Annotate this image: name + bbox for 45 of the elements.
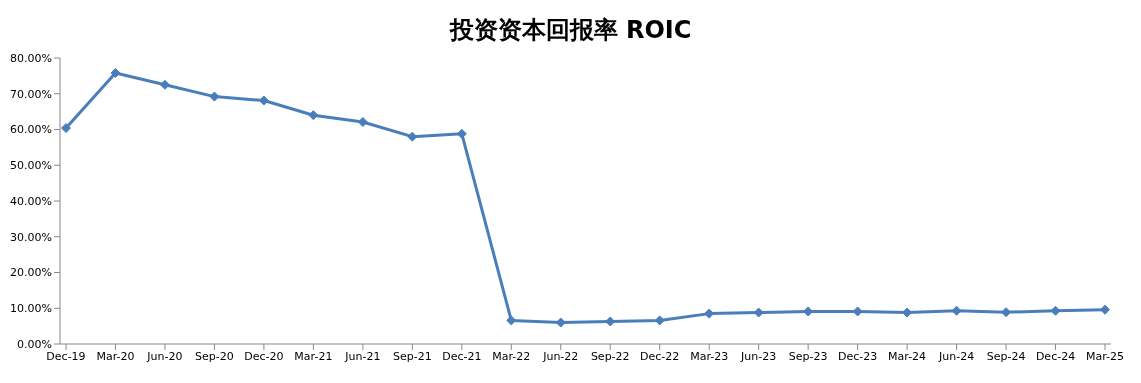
x-tick-label: Jun-24 bbox=[937, 349, 975, 363]
y-tick-label: 0.00% bbox=[17, 337, 52, 351]
x-tick-label: Jun-21 bbox=[344, 349, 381, 363]
point bbox=[61, 123, 71, 134]
x-tick-label: Dec-24 bbox=[1035, 349, 1076, 363]
y-tick-label: 40.00% bbox=[10, 194, 52, 208]
x-tick-label: Mar-25 bbox=[1085, 349, 1125, 363]
point bbox=[159, 79, 170, 90]
x-tick-label: Sep-21 bbox=[392, 349, 432, 363]
x-tick-label: Jun-23 bbox=[740, 349, 777, 363]
x-tick-label: Mar-22 bbox=[492, 349, 531, 363]
point bbox=[110, 68, 121, 79]
y-tick-label: 20.00% bbox=[10, 266, 52, 280]
point bbox=[258, 95, 269, 106]
point bbox=[951, 305, 962, 316]
x-tick-label: Sep-23 bbox=[788, 349, 828, 363]
x-tick-label: Sep-24 bbox=[986, 349, 1026, 363]
x-tick-label: Mar-23 bbox=[690, 349, 729, 363]
y-tick-label: 30.00% bbox=[10, 230, 52, 244]
point bbox=[1100, 304, 1110, 315]
x-tick-label: Mar-24 bbox=[888, 349, 927, 363]
x-tick-label: Dec-22 bbox=[640, 349, 680, 363]
point bbox=[1050, 305, 1061, 316]
point bbox=[209, 91, 220, 102]
chart-title: 投资资本回报率 ROIC bbox=[448, 15, 693, 46]
point bbox=[654, 315, 665, 326]
x-tick-label: Sep-20 bbox=[195, 349, 234, 363]
y-tick-label: 50.00% bbox=[10, 159, 52, 173]
point bbox=[308, 110, 319, 121]
x-tick-label: Mar-21 bbox=[294, 349, 333, 363]
x-tick-label: Mar-20 bbox=[96, 349, 135, 363]
y-tick-label: 80.00% bbox=[10, 51, 52, 65]
x-tick-label: Jun-22 bbox=[542, 349, 579, 363]
x-tick-label: Dec-19 bbox=[46, 349, 86, 363]
point bbox=[506, 315, 517, 326]
y-tick-label: 10.00% bbox=[10, 302, 52, 316]
x-tick-label: Dec-21 bbox=[442, 349, 482, 363]
point bbox=[357, 116, 368, 127]
x-tick-label: Jun-20 bbox=[146, 349, 183, 363]
x-tick-label: Dec-23 bbox=[837, 349, 878, 363]
x-tick-label: Sep-22 bbox=[590, 349, 630, 363]
point bbox=[555, 317, 566, 328]
x-tick-label: Dec-20 bbox=[244, 349, 284, 363]
y-tick-label: 60.00% bbox=[10, 123, 52, 137]
y-tick-label: 70.00% bbox=[10, 87, 52, 101]
